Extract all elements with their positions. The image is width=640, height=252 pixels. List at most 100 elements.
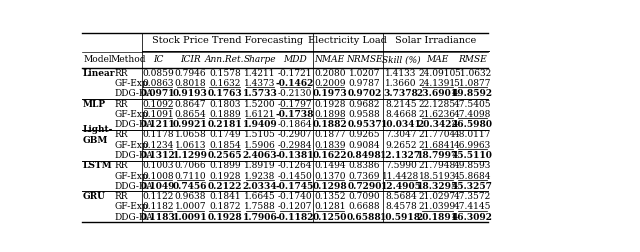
- Text: 0.1882: 0.1882: [312, 120, 347, 129]
- Text: 0.1928: 0.1928: [314, 100, 346, 109]
- Text: -0.2907: -0.2907: [278, 131, 312, 139]
- Text: 47.3572: 47.3572: [454, 192, 491, 201]
- Text: 49.8593: 49.8593: [454, 161, 491, 170]
- Text: 0.1578: 0.1578: [209, 69, 241, 78]
- Text: 0.9084: 0.9084: [349, 141, 380, 150]
- Text: GRU: GRU: [83, 192, 106, 201]
- Text: 1.0658: 1.0658: [175, 131, 206, 139]
- Text: 10.5918: 10.5918: [380, 213, 422, 222]
- Text: 51.0632: 51.0632: [454, 69, 491, 78]
- Text: 21.0399: 21.0399: [419, 202, 456, 211]
- Text: 9.2652: 9.2652: [385, 141, 417, 150]
- Text: -0.1721: -0.1721: [278, 69, 312, 78]
- Text: 0.1003: 0.1003: [142, 161, 174, 170]
- Text: 20.1891: 20.1891: [417, 213, 458, 222]
- Text: 0.1122: 0.1122: [143, 192, 174, 201]
- Text: 0.1841: 0.1841: [209, 192, 241, 201]
- Text: 47.4145: 47.4145: [454, 202, 491, 211]
- Text: 8.4578: 8.4578: [385, 202, 417, 211]
- Text: 1.5200: 1.5200: [244, 100, 276, 109]
- Text: 0.1872: 0.1872: [209, 202, 241, 211]
- Text: 0.9921: 0.9921: [173, 120, 208, 129]
- Text: Linear: Linear: [83, 69, 115, 78]
- Text: 1.5105: 1.5105: [244, 131, 276, 139]
- Text: 21.7704: 21.7704: [419, 131, 456, 139]
- Text: IC: IC: [153, 55, 163, 64]
- Text: 0.0971: 0.0971: [141, 89, 175, 98]
- Text: 11.4428: 11.4428: [382, 172, 420, 181]
- Text: 2.4063: 2.4063: [243, 151, 277, 160]
- Text: 21.6841: 21.6841: [419, 141, 456, 150]
- Text: MLP: MLP: [83, 100, 106, 109]
- Text: -0.1738: -0.1738: [276, 110, 314, 119]
- Text: RMSE: RMSE: [458, 55, 486, 64]
- Text: 0.8386: 0.8386: [349, 161, 380, 170]
- Text: Method: Method: [110, 55, 146, 64]
- Text: 8.2145: 8.2145: [385, 100, 417, 109]
- Text: 0.1928: 0.1928: [207, 213, 242, 222]
- Text: 0.1877: 0.1877: [314, 131, 346, 139]
- Text: 3.7378: 3.7378: [383, 89, 419, 98]
- Text: 1.0091: 1.0091: [173, 213, 207, 222]
- Text: NMAE: NMAE: [315, 55, 345, 64]
- Text: 20.3422: 20.3422: [417, 120, 458, 129]
- Text: DDG-DA: DDG-DA: [114, 89, 153, 98]
- Text: 23.6901: 23.6901: [417, 89, 458, 98]
- Text: 0.9787: 0.9787: [349, 79, 380, 88]
- Text: 10.0341: 10.0341: [380, 120, 421, 129]
- Text: ICIR: ICIR: [180, 55, 201, 64]
- Text: 0.9265: 0.9265: [349, 131, 380, 139]
- Text: 1.5733: 1.5733: [243, 89, 278, 98]
- Text: 0.1854: 0.1854: [209, 141, 241, 150]
- Text: Sharpe: Sharpe: [244, 55, 276, 64]
- Text: 1.4211: 1.4211: [244, 69, 276, 78]
- Text: 0.1092: 0.1092: [142, 100, 174, 109]
- Text: 0.0859: 0.0859: [142, 69, 174, 78]
- Text: 0.2181: 0.2181: [207, 120, 242, 129]
- Text: 1.9238: 1.9238: [244, 172, 276, 181]
- Text: -0.2984: -0.2984: [278, 141, 312, 150]
- Text: 22.1285: 22.1285: [419, 100, 456, 109]
- Text: 51.0877: 51.0877: [454, 79, 491, 88]
- Text: 0.9588: 0.9588: [349, 110, 380, 119]
- Text: 1.6645: 1.6645: [244, 192, 276, 201]
- Text: 45.3257: 45.3257: [452, 182, 493, 191]
- Text: 24.1391: 24.1391: [419, 79, 456, 88]
- Text: 0.1298: 0.1298: [312, 182, 347, 191]
- Text: 0.1234: 0.1234: [143, 141, 174, 150]
- Text: GF-Exp: GF-Exp: [114, 141, 148, 150]
- Text: 1.3660: 1.3660: [385, 79, 417, 88]
- Text: 21.6236: 21.6236: [419, 110, 456, 119]
- Text: 0.1211: 0.1211: [141, 120, 175, 129]
- Text: GF-Exp: GF-Exp: [114, 172, 148, 181]
- Text: 0.8018: 0.8018: [175, 79, 206, 88]
- Text: 0.7290: 0.7290: [348, 182, 381, 191]
- Text: 1.1299: 1.1299: [173, 151, 208, 160]
- Text: 12.4905: 12.4905: [380, 182, 421, 191]
- Text: 47.4098: 47.4098: [454, 110, 491, 119]
- Text: 0.9193: 0.9193: [173, 89, 208, 98]
- Text: MDD: MDD: [283, 55, 307, 64]
- Text: 0.1370: 0.1370: [314, 172, 346, 181]
- Text: Skill (%): Skill (%): [381, 55, 420, 64]
- Text: 0.9537: 0.9537: [347, 120, 382, 129]
- Text: 0.6588: 0.6588: [347, 213, 382, 222]
- Text: 1.4373: 1.4373: [244, 79, 276, 88]
- Text: 0.1973: 0.1973: [312, 89, 347, 98]
- Text: 0.1091: 0.1091: [142, 110, 174, 119]
- Text: 0.9638: 0.9638: [175, 192, 206, 201]
- Text: 49.8592: 49.8592: [452, 89, 493, 98]
- Text: DDG-DA: DDG-DA: [114, 120, 153, 129]
- Text: -0.2130: -0.2130: [278, 89, 312, 98]
- Text: DDG-DA: DDG-DA: [114, 182, 153, 191]
- Text: 45.8684: 45.8684: [454, 172, 491, 181]
- Text: 0.9682: 0.9682: [349, 100, 380, 109]
- Text: -0.1740: -0.1740: [278, 192, 312, 201]
- Text: 0.1182: 0.1182: [142, 202, 174, 211]
- Text: 0.8654: 0.8654: [175, 110, 206, 119]
- Text: 46.5980: 46.5980: [452, 120, 493, 129]
- Text: 2.0334: 2.0334: [243, 182, 277, 191]
- Text: MAE: MAE: [426, 55, 449, 64]
- Text: 1.7906: 1.7906: [243, 213, 277, 222]
- Text: LSTM: LSTM: [83, 161, 113, 170]
